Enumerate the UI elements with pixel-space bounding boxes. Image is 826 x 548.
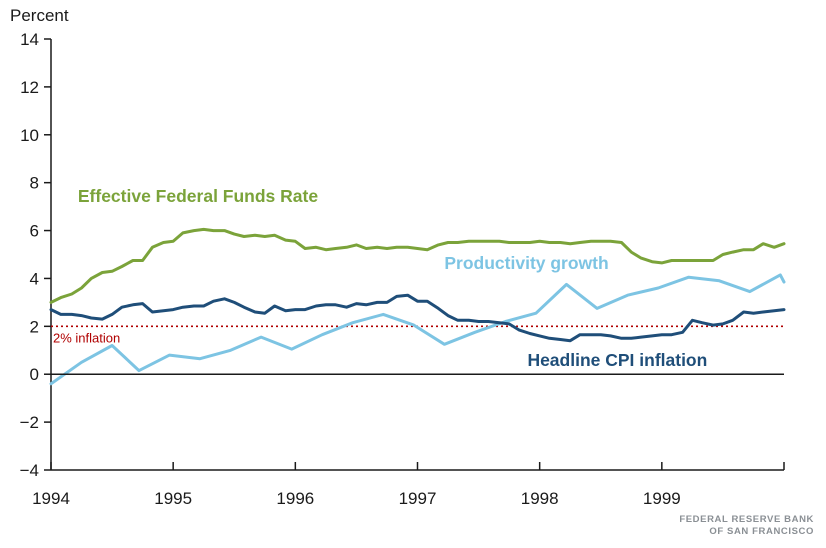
y-tick-label: −4 — [20, 461, 39, 480]
series-line-fed_funds — [49, 227, 786, 304]
series-line-cpi — [49, 293, 786, 343]
series-label-fed_funds: Effective Federal Funds Rate — [78, 186, 318, 206]
x-tick-label: 1994 — [32, 489, 70, 508]
series-layer — [49, 227, 786, 386]
source-note: FEDERAL RESERVE BANK OF SAN FRANCISCO — [679, 514, 814, 538]
y-tick-label: 12 — [20, 78, 39, 97]
series-labels: Effective Federal Funds Rate Productivity… — [78, 186, 707, 370]
y-tick-label: 10 — [20, 126, 39, 145]
y-tick-label: 2 — [30, 317, 39, 336]
y-tick-label: 6 — [30, 222, 39, 241]
source-line-1: FEDERAL RESERVE BANK — [679, 514, 814, 525]
x-tick-label: 1996 — [276, 489, 314, 508]
y-axis-label: Percent — [10, 6, 69, 25]
x-tick-label: 1998 — [521, 489, 559, 508]
series-label-productivity: Productivity growth — [444, 253, 608, 273]
y-axis: −4 −2 0 2 4 6 8 10 12 14 — [20, 30, 52, 480]
series-line-productivity — [49, 273, 786, 386]
source-line-2: OF SAN FRANCISCO — [709, 526, 814, 537]
x-tick-label: 1999 — [643, 489, 681, 508]
y-tick-label: 4 — [30, 269, 39, 288]
x-tick-label: 1997 — [399, 489, 437, 508]
reference-line-label: 2% inflation — [53, 330, 120, 345]
y-tick-label: −2 — [20, 413, 39, 432]
x-axis: 1994 1995 1996 1997 1998 1999 — [32, 373, 785, 508]
y-tick-label: 8 — [30, 174, 39, 193]
y-tick-label: 14 — [20, 30, 39, 49]
series-label-cpi: Headline CPI inflation — [527, 350, 707, 370]
x-tick-label: 1995 — [154, 489, 192, 508]
y-tick-label: 0 — [30, 365, 39, 384]
